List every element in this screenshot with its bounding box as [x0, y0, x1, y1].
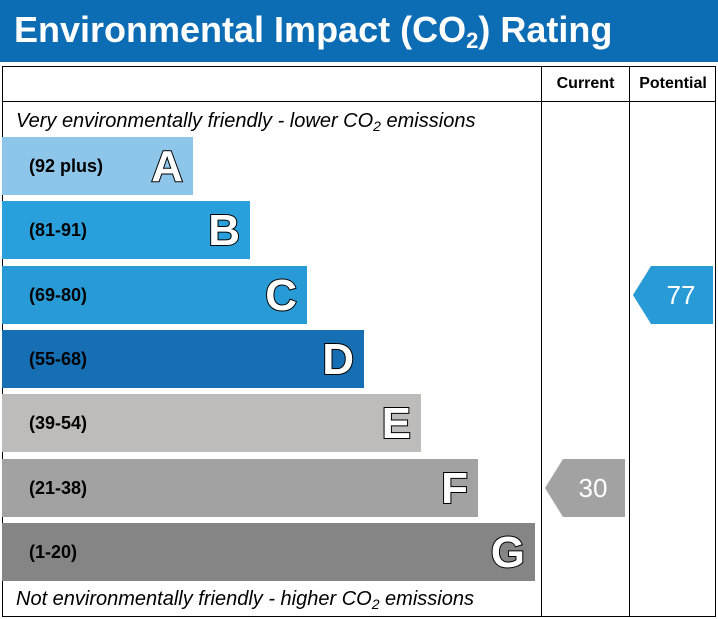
band-c: (69-80) C: [2, 266, 307, 324]
potential-rating-value: 77: [666, 280, 696, 310]
band-letter: D: [321, 334, 355, 385]
top-note: Very environmentally friendly - lower CO…: [16, 110, 476, 134]
current-rating-value: 30: [578, 473, 608, 503]
potential-column-header: Potential: [639, 75, 707, 92]
band-a: (92 plus) A: [2, 137, 193, 195]
title-bar: Environmental Impact (CO2) Rating: [0, 0, 718, 62]
band-range-label: (92 plus): [29, 156, 104, 176]
band-range-label: (1-20): [29, 542, 78, 562]
bottom-note: Not environmentally friendly - higher CO…: [16, 588, 474, 612]
current-column-header: Current: [556, 75, 615, 92]
band-g: (1-20) G: [2, 523, 535, 581]
band-range-label: (21-38): [29, 478, 88, 498]
current-arrow-shape: [545, 459, 625, 517]
column-divider-potential: [629, 66, 630, 617]
band-letter: E: [381, 398, 412, 449]
header-divider: [2, 101, 716, 102]
band-letter: A: [150, 141, 184, 192]
band-e: (39-54) E: [2, 394, 421, 452]
page-title: Environmental Impact (CO2) Rating: [14, 9, 613, 53]
band-d: (55-68) D: [2, 330, 364, 388]
column-divider-current: [541, 66, 542, 617]
band-range-label: (69-80): [29, 285, 88, 305]
band-letter: B: [207, 205, 241, 256]
potential-rating-marker: 77: [633, 266, 713, 324]
potential-arrow-shape: [633, 266, 713, 324]
band-b: (81-91) B: [2, 201, 250, 259]
band-range-label: (55-68): [29, 349, 88, 369]
band-letter: G: [490, 527, 526, 578]
current-rating-marker: 30: [545, 459, 625, 517]
band-letter: F: [440, 463, 469, 514]
band-letter: C: [264, 270, 298, 321]
band-range-label: (81-91): [29, 220, 88, 240]
band-f: (21-38) F: [2, 459, 478, 517]
band-range-label: (39-54): [29, 413, 88, 433]
